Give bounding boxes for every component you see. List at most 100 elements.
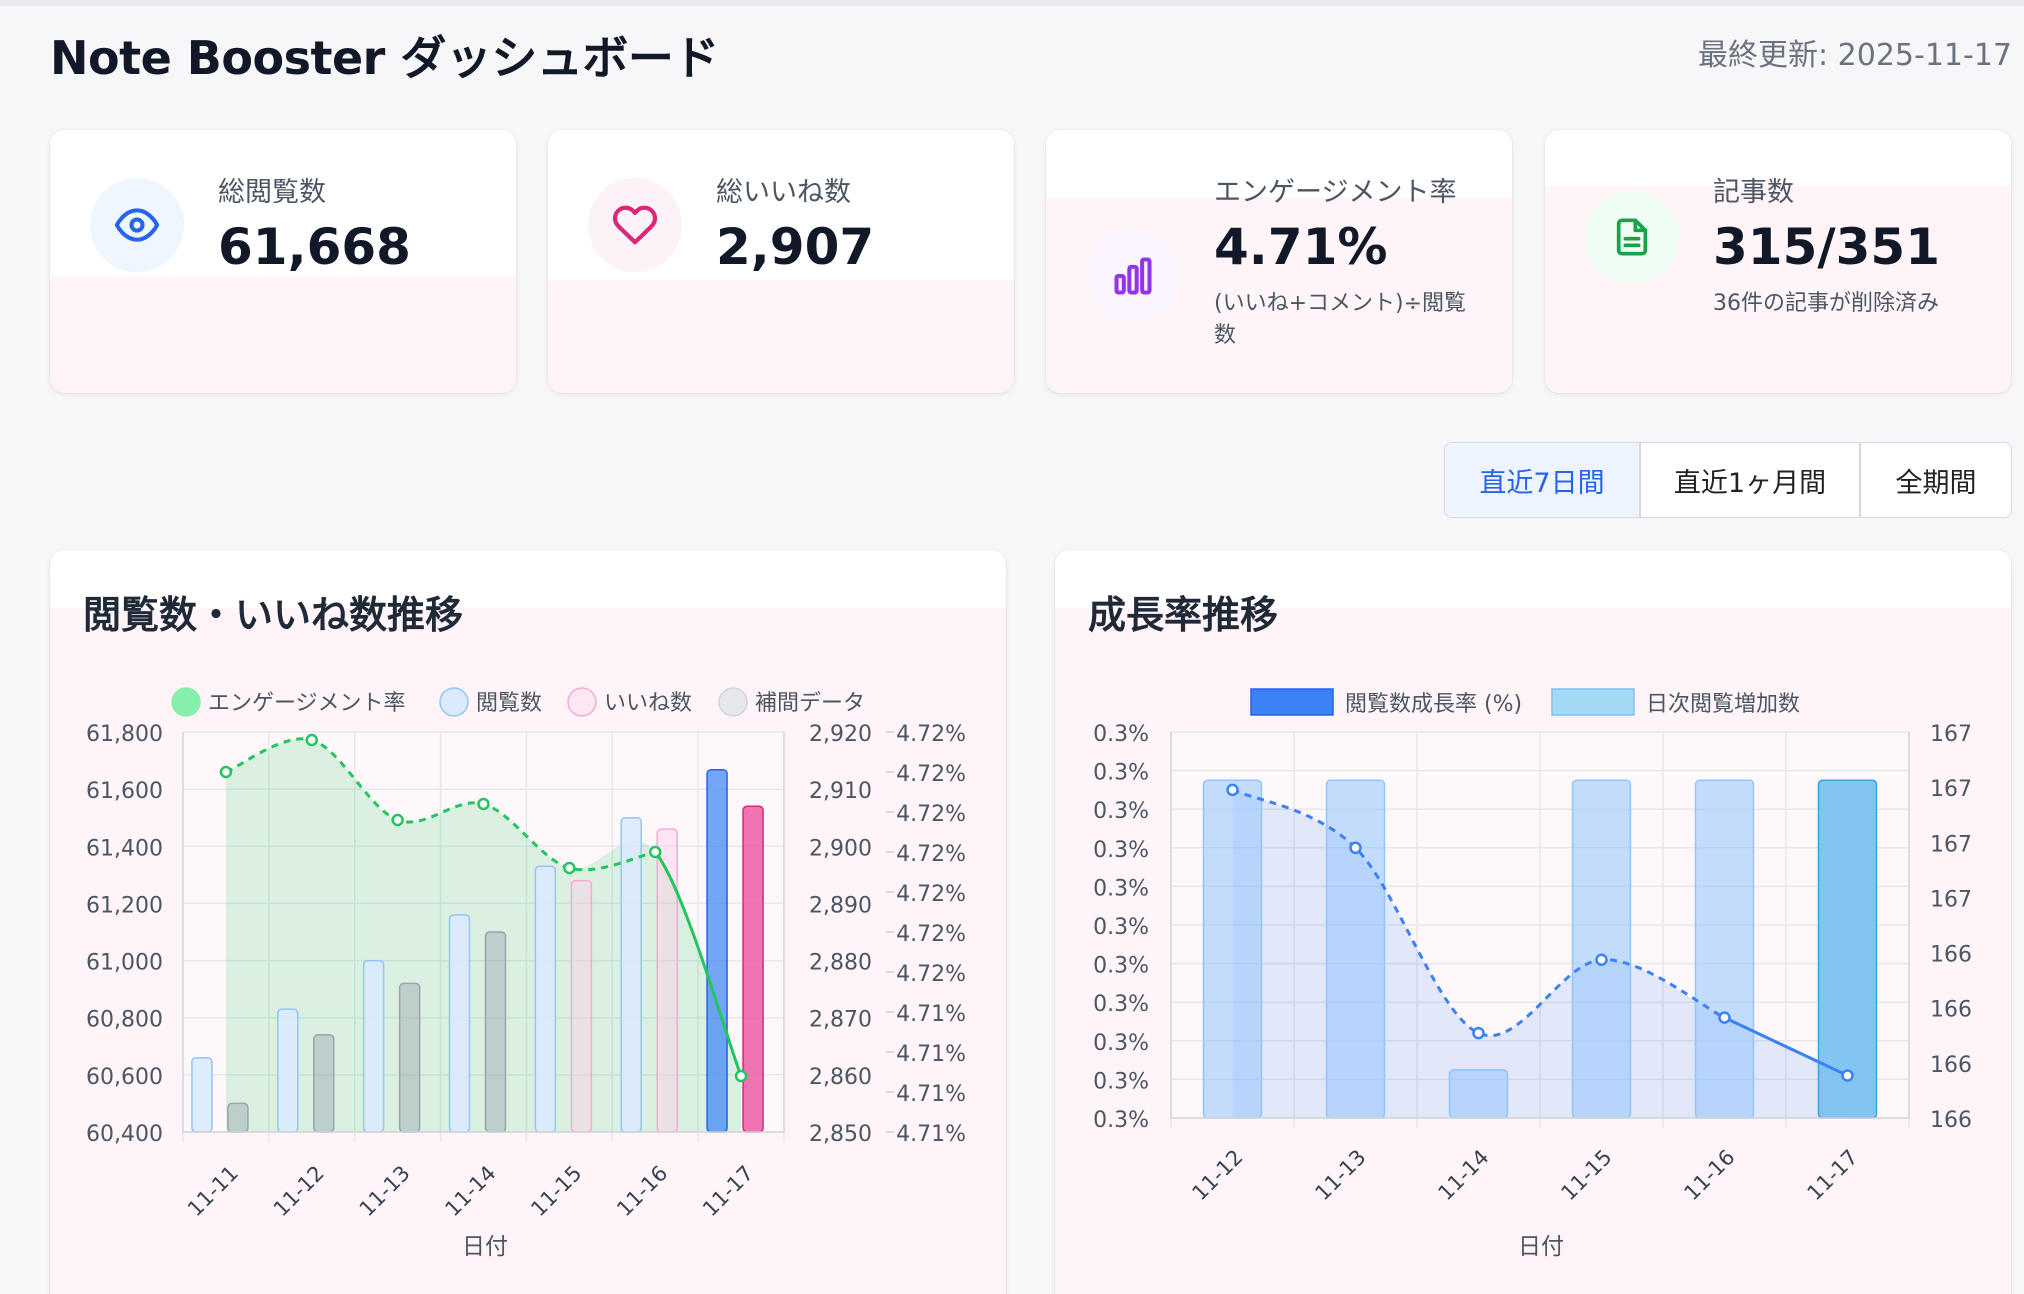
likes-bar [742, 805, 764, 1133]
y2-tick-label: 2,860 [809, 1065, 872, 1090]
interpolated-bar [398, 982, 421, 1133]
x-tick-label: 11-15 [526, 1161, 586, 1221]
y-tick-label: 0.3% [1093, 992, 1149, 1017]
bar-chart-icon [1086, 229, 1180, 323]
legend-swatch [439, 687, 469, 717]
engagement-point [391, 813, 404, 827]
growth-point [1841, 1069, 1854, 1082]
top-border [0, 0, 2024, 6]
y-tick-label: 0.3% [1093, 1031, 1149, 1056]
daily-increase-bar [1694, 779, 1755, 1119]
y-tick-label: 0.3% [1093, 915, 1149, 940]
views-bar [534, 865, 557, 1133]
growth-line [1723, 1016, 1849, 1077]
y3-tick-label: 4.72% [896, 722, 966, 747]
x-axis-title: 日付 [462, 1234, 508, 1260]
y2-tick-label: 167 [1930, 832, 1972, 857]
y2-tick-label: 166 [1930, 943, 1972, 968]
y-tick-label: 0.3% [1093, 1069, 1149, 1094]
y-tick-label: 61,200 [86, 893, 163, 918]
views-likes-chart-card: 閲覧数・いいね数推移 61,800 2,920 61,600 2,910 61,400 2… [50, 550, 1006, 1294]
engagement-line [654, 851, 743, 1077]
growth-point [1349, 841, 1362, 855]
tab-last-1-month[interactable]: 直近1ヶ月間 [1641, 443, 1861, 517]
y-tick-label: 0.3% [1093, 954, 1149, 979]
chart-title: 閲覧数・いいね数推移 [83, 593, 464, 637]
y2-tick-label: 2,850 [809, 1122, 872, 1147]
y-tick-label: 60,400 [86, 1122, 163, 1147]
x-tick-label: 11-16 [612, 1161, 672, 1221]
y-tick-label: 0.3% [1093, 799, 1149, 824]
y-tick-label: 61,600 [86, 779, 163, 804]
x-tick-label: 11-14 [440, 1161, 500, 1221]
y2-tick-label: 166 [1930, 1053, 1972, 1078]
y-tick-label: 0.3% [1093, 761, 1149, 786]
engagement-area [225, 738, 742, 1132]
y2-tick-label: 167 [1930, 777, 1972, 802]
y2-tick-label: 2,900 [809, 836, 872, 861]
period-selector: 直近7日間 直近1ヶ月間 全期間 [1444, 442, 2012, 518]
x-tick-label: 11-17 [698, 1161, 758, 1221]
engagement-point [219, 765, 233, 779]
y3-tick-label: 4.72% [896, 962, 966, 987]
stat-value: 4.71% [1214, 218, 1388, 276]
x-tick-label: 11-17 [1802, 1145, 1862, 1205]
engagement-point [477, 797, 490, 811]
legend-label: 補間データ [755, 691, 865, 716]
engagement-point [563, 861, 576, 875]
engagement-point [305, 733, 319, 747]
y3-tick-label: 4.71% [896, 1002, 966, 1027]
stat-label: 総閲覧数 [218, 177, 326, 208]
y3-tick-label: 4.72% [896, 882, 966, 907]
x-tick-label: 11-14 [1433, 1145, 1493, 1205]
y2-tick-label: 166 [1930, 998, 1972, 1023]
growth-point [1226, 783, 1239, 797]
daily-increase-bar [1571, 779, 1632, 1119]
tab-all-time[interactable]: 全期間 [1895, 467, 1977, 499]
views-bar [191, 1056, 213, 1133]
y3-tick-label: 4.71% [896, 1082, 966, 1107]
x-tick-label: 11-13 [355, 1161, 415, 1221]
views-bar [706, 768, 728, 1133]
x-tick-label: 11-15 [1556, 1145, 1616, 1205]
y2-tick-label: 2,920 [809, 722, 872, 747]
y-tick-label: 0.3% [1093, 1108, 1149, 1133]
views-bar [620, 816, 642, 1133]
document-icon [1585, 190, 1679, 284]
y3-tick-label: 4.72% [896, 762, 966, 787]
views-bar [362, 959, 385, 1133]
y2-tick-label: 2,870 [809, 1008, 872, 1033]
growth-point [1472, 1026, 1485, 1040]
stat-value: 2,907 [716, 218, 875, 276]
growth-rate-chart-card: 成長率推移 0.3% 0.3% 0.3% 0.3% 0.3% 0.3% 0.3% 0.3% 0.… [1055, 550, 2011, 1294]
growth-area [1232, 789, 1848, 1118]
y2-tick-label: 2,880 [809, 951, 872, 976]
legend-label: いいね数 [604, 691, 692, 716]
y-tick-label: 60,800 [86, 1008, 163, 1033]
engagement-point [648, 845, 662, 859]
x-tick-label: 11-13 [1310, 1145, 1370, 1205]
daily-increase-bar [1448, 1069, 1509, 1119]
y3-tick-label: 4.71% [896, 1042, 966, 1067]
y2-tick-label: 2,910 [809, 779, 872, 804]
y-tick-label: 61,400 [86, 836, 163, 861]
y2-tick-label: 167 [1930, 887, 1972, 912]
engagement-point [734, 1069, 748, 1083]
daily-increase-bar [1325, 779, 1386, 1119]
y-tick-label: 61,800 [86, 722, 163, 747]
stat-label: 総いいね数 [716, 177, 851, 208]
x-axis-title: 日付 [1518, 1234, 1564, 1260]
y-tick-label: 61,000 [86, 951, 163, 976]
views-bar [277, 1008, 299, 1133]
eye-icon [90, 178, 184, 272]
legend-label: 日次閲覧増加数 [1646, 692, 1800, 717]
legend-swatch [718, 687, 748, 717]
tab-last-7-days[interactable]: 直近7日間 [1445, 443, 1641, 517]
x-tick-label: 11-11 [183, 1161, 243, 1221]
legend-label: 閲覧数 [476, 691, 542, 716]
legend-label: エンゲージメント率 [208, 691, 406, 716]
legend-swatch [171, 687, 201, 717]
growth-point [1718, 1011, 1731, 1024]
legend-swatch [1250, 688, 1334, 716]
stat-card-engagement: エンゲージメント率 4.71% (いいね+コメント)÷閲覧数 [1046, 130, 1512, 393]
